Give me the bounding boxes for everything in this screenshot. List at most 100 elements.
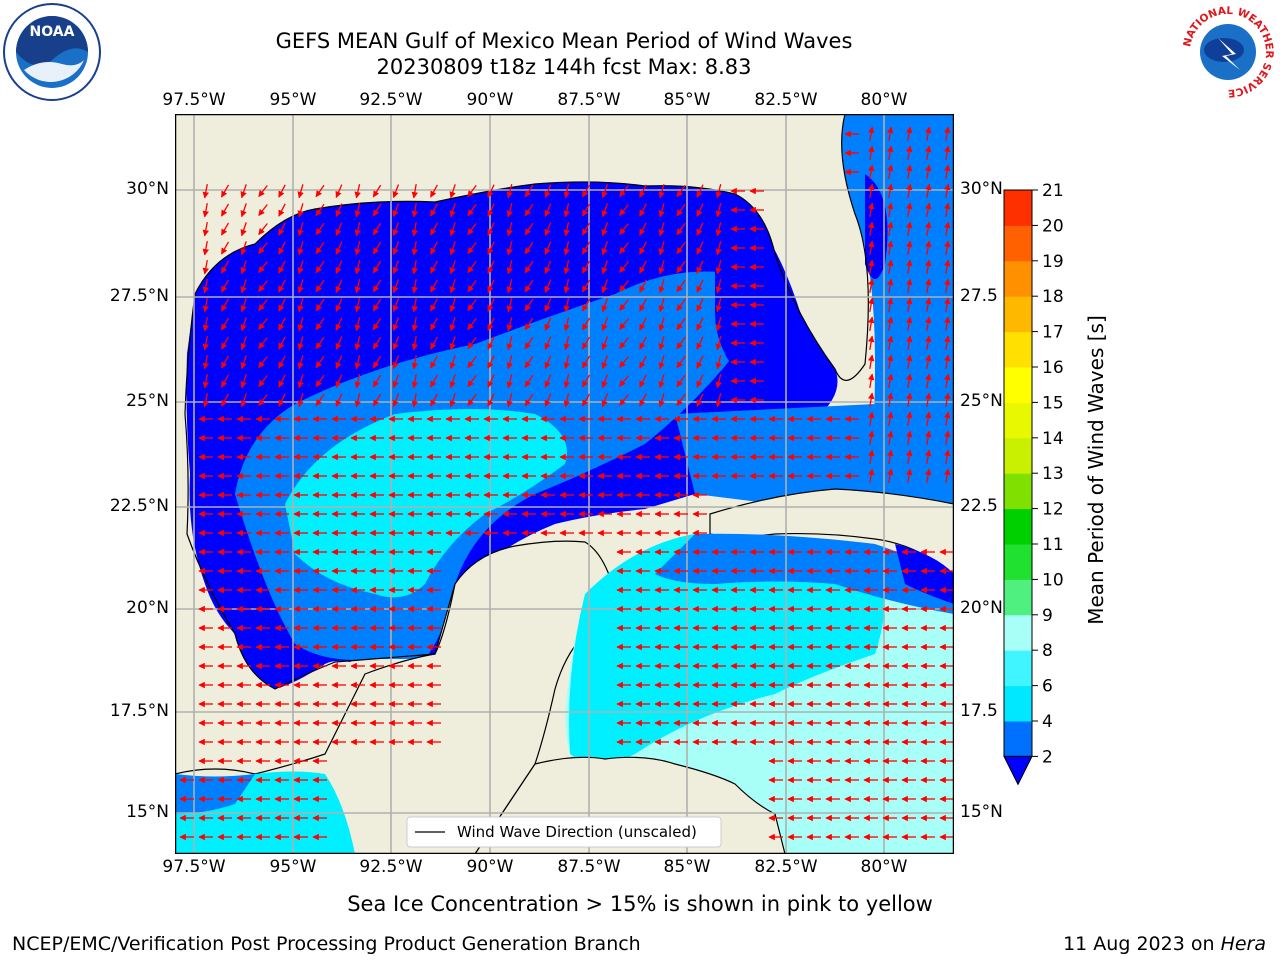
wind-arrow — [506, 298, 513, 313]
wind-arrow — [202, 354, 209, 370]
wind-arrow — [430, 393, 438, 407]
wind-arrow — [581, 241, 591, 255]
wind-arrow — [676, 184, 686, 198]
wind-arrow — [905, 202, 913, 218]
wind-arrow — [867, 202, 875, 218]
wind-arrow — [886, 335, 894, 351]
wind-arrow — [467, 223, 477, 236]
wind-arrow — [524, 241, 534, 255]
wind-arrow — [258, 394, 268, 407]
wind-arrow — [430, 260, 438, 274]
wind-arrow — [696, 260, 704, 274]
wind-arrow — [639, 260, 647, 274]
wind-arrow — [581, 260, 591, 274]
wind-arrow — [240, 222, 247, 237]
wind-arrow — [335, 374, 343, 388]
wind-arrow — [563, 336, 570, 351]
wind-arrow — [372, 374, 382, 388]
colorbar-tick-label: 15 — [1042, 393, 1064, 413]
wind-arrow — [392, 298, 400, 313]
wind-arrow — [619, 261, 629, 273]
wind-arrow — [506, 241, 513, 256]
wind-arrow — [924, 183, 932, 199]
wind-arrow — [392, 393, 400, 408]
wind-arrow — [601, 355, 609, 370]
wind-arrow — [467, 337, 477, 350]
wind-arrow — [354, 336, 361, 351]
wind-arrow — [278, 355, 286, 369]
wind-arrow — [905, 240, 913, 256]
wind-arrow — [220, 355, 230, 369]
wind-arrow — [487, 222, 495, 236]
wind-arrow — [297, 374, 304, 389]
wind-arrow — [619, 223, 629, 235]
tick-label: 97.5°W — [162, 90, 226, 110]
colorbar-segment — [1004, 473, 1032, 510]
wind-arrow — [886, 202, 894, 218]
wind-arrow — [240, 279, 247, 294]
wind-arrow — [315, 222, 325, 236]
wind-arrow — [258, 356, 268, 369]
wind-arrow — [524, 184, 534, 198]
wind-arrow — [696, 241, 704, 255]
colorbar-segment — [1004, 225, 1032, 262]
wind-arrow — [867, 468, 875, 484]
wind-arrow — [430, 279, 438, 293]
wind-arrow — [487, 241, 495, 255]
wind-arrow — [563, 355, 570, 370]
wind-arrow — [372, 317, 382, 331]
wind-arrow — [202, 240, 209, 256]
wind-arrow — [867, 297, 875, 313]
wind-arrow — [278, 298, 286, 312]
wind-arrow — [372, 260, 382, 274]
tick-label: 15°N — [960, 802, 1003, 822]
wind-arrow — [696, 355, 704, 369]
wind-arrow — [354, 317, 361, 332]
wind-arrow — [867, 354, 875, 370]
wind-arrow — [392, 317, 400, 332]
wind-arrow — [544, 184, 552, 198]
wind-arrow — [886, 221, 894, 237]
wind-arrow — [639, 203, 647, 217]
wind-arrow — [715, 260, 722, 275]
wind-arrow — [943, 411, 951, 427]
wind-arrow — [278, 222, 286, 236]
chart-subtitle: 20230809 t18z 144h fcst Max: 8.83 — [376, 55, 752, 79]
wind-arrow — [676, 393, 686, 407]
wind-arrow — [220, 317, 230, 331]
chart-title: GEFS MEAN Gulf of Mexico Mean Period of … — [275, 29, 853, 53]
wind-arrow — [297, 393, 304, 408]
wind-arrow — [315, 374, 325, 388]
tick-label: 15°N — [126, 802, 169, 822]
wind-arrow — [335, 355, 343, 369]
wind-arrow — [867, 126, 875, 142]
wind-arrow — [563, 298, 570, 313]
wind-arrow — [715, 241, 722, 256]
tick-label: 17.5 — [960, 701, 998, 721]
wind-arrow — [202, 202, 209, 218]
wind-arrow — [430, 355, 438, 369]
wind-arrow — [240, 241, 247, 256]
wind-arrow — [220, 222, 230, 236]
colorbar: 2 4 6 8 9 10 11 12 13 14 15 16 17 18 19 20 21 — [990, 180, 1120, 800]
wind-arrow — [867, 221, 875, 237]
wind-arrow — [905, 126, 913, 142]
wind-wave-arrows — [179, 126, 954, 841]
wind-arrow — [619, 280, 629, 292]
wind-arrow — [563, 184, 570, 199]
wind-arrow — [278, 374, 286, 388]
wind-arrow — [886, 183, 894, 199]
wind-arrow — [315, 203, 325, 217]
wind-arrow — [563, 317, 570, 332]
wind-arrow — [467, 299, 477, 312]
wind-arrow — [354, 260, 361, 275]
wind-arrow — [220, 279, 230, 293]
wind-arrow — [658, 317, 665, 332]
wind-arrow — [581, 298, 591, 312]
pacific-blue-zone — [175, 774, 255, 814]
wind-arrow — [943, 430, 951, 446]
wind-arrow — [430, 241, 438, 255]
wind-arrow — [639, 336, 647, 350]
wind-arrow — [354, 393, 361, 408]
wind-arrow — [867, 411, 875, 427]
